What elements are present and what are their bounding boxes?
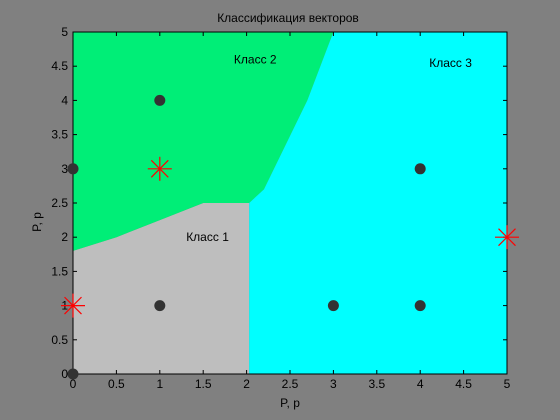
data-point-dot: [67, 163, 79, 175]
axis-ticks: 0 0.5 1 1.5 2 2.5 3 3.5 4 4.5 500.511.522.533.544.…: [51, 25, 510, 391]
plot-area: 0 0.5 1 1.5 2 2.5 3 3.5 4 4.5 500.511.522.533.544.…: [51, 25, 519, 391]
x-tick-label: 4: [417, 377, 424, 391]
data-point-dot: [327, 300, 339, 312]
region-class-2: [73, 32, 334, 251]
y-tick-label: 1.5: [51, 264, 68, 278]
data-point-dot: [154, 300, 166, 312]
region-label-class-3: Класс 3: [429, 56, 472, 70]
region-class-3: [249, 32, 508, 374]
class-regions: [73, 32, 508, 374]
data-point-dot: [414, 163, 426, 175]
data-point-star: [495, 225, 519, 250]
data-point-star: [61, 293, 85, 318]
data-point-dot: [67, 368, 79, 380]
x-tick-label: 0.5: [108, 377, 125, 391]
y-tick-label: 3.5: [51, 128, 68, 142]
data-point-star: [147, 156, 172, 181]
region-labels: Класс 1 Класс 2 Класс 3: [186, 52, 472, 244]
y-tick-label: 3: [61, 162, 68, 176]
data-markers: [61, 94, 519, 380]
region-class-1: [73, 203, 250, 374]
x-tick-label: 5: [504, 377, 511, 391]
y-tick-label: 5: [61, 25, 68, 39]
y-tick-label: 4.5: [51, 59, 68, 73]
x-axis-label: P, p: [280, 396, 300, 410]
y-axis-label: P, p: [30, 212, 44, 232]
y-tick-label: 0.5: [51, 333, 68, 347]
x-tick-label: 3.5: [368, 377, 385, 391]
x-tick-label: 0: [70, 377, 77, 391]
region-label-class-1: Класс 1: [186, 230, 229, 244]
x-tick-label: 2.5: [282, 377, 299, 391]
chart-title: Классификация векторов: [217, 11, 359, 25]
y-tick-label: 0: [61, 367, 68, 381]
y-tick-label: 2.5: [51, 196, 68, 210]
x-tick-label: 1: [156, 377, 163, 391]
x-tick-label: 4.5: [455, 377, 472, 391]
data-point-dot: [414, 300, 426, 312]
x-tick-label: 1.5: [195, 377, 212, 391]
data-point-dot: [154, 94, 166, 106]
x-tick-label: 2: [243, 377, 250, 391]
region-label-class-2: Класс 2: [234, 52, 277, 66]
x-tick-label: 3: [330, 377, 337, 391]
y-tick-label: 2: [61, 230, 68, 244]
y-tick-label: 4: [61, 93, 68, 107]
